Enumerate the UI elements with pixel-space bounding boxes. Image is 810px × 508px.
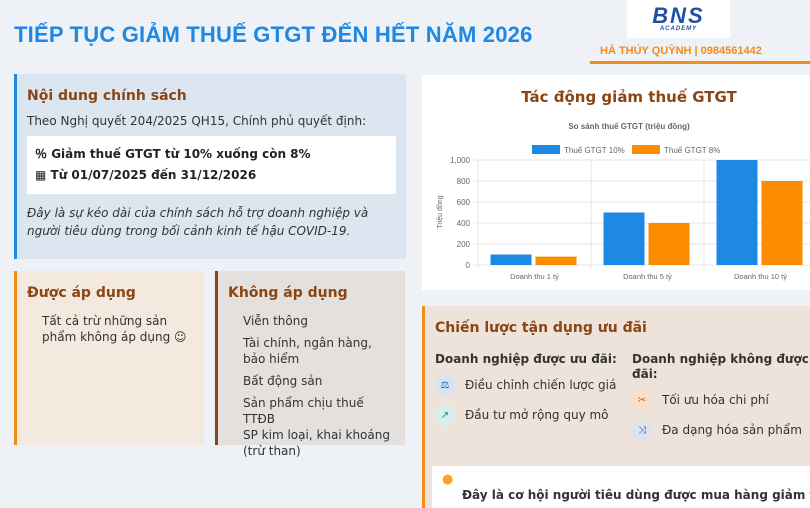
page-title: TIẾP TỤC GIẢM THUẾ GTGT ĐẾN HẾT NĂM 2026 <box>14 22 533 47</box>
bar <box>490 254 532 265</box>
author-info: HÀ THÚY QUỲNH | 0984561442 <box>600 45 762 57</box>
logo-text: BNS <box>652 3 705 28</box>
percent-icon: ％ <box>35 147 52 161</box>
y-tick-label: 0 <box>466 261 471 270</box>
non-favored-title: Doanh nghiệp không được ưu đãi: <box>632 352 810 381</box>
item-label: Tối ưu hóa chi phí <box>662 393 769 407</box>
chart-title: So sánh thuế GTGT (triệu đồng) <box>568 122 690 131</box>
list-item: Tài chính, ngân hàng, bảo hiểm <box>243 336 372 366</box>
list-item: Viễn thông <box>243 314 308 328</box>
favored-column: Doanh nghiệp được ưu đãi: ⚖ Điều chỉnh ch… <box>435 352 630 435</box>
chart-section-heading: Tác động giảm thuế GTGT <box>521 88 737 106</box>
y-tick-label: 800 <box>457 177 471 186</box>
chart-line-icon: ↗ <box>435 405 455 425</box>
policy-point: Từ 01/07/2025 đến 31/12/2026 <box>50 168 257 182</box>
x-tick-label: Doanh thu 10 tỷ <box>734 272 787 281</box>
favored-title: Doanh nghiệp được ưu đãi: <box>435 352 617 366</box>
legend-swatch <box>632 145 660 154</box>
bar <box>761 181 803 265</box>
item-label: Đa dạng hóa sản phẩm <box>662 423 802 437</box>
policy-point: Giảm thuế GTGT từ 10% xuống còn 8% <box>51 147 311 161</box>
balance-scale-icon: ⚖ <box>435 375 455 395</box>
legend-label: Thuế GTGT 10% <box>564 146 625 155</box>
policy-highlights: ％ Giảm thuế GTGT từ 10% xuống còn 8% ▦ T… <box>27 136 396 194</box>
item-label: Đầu tư mở rộng quy mô <box>465 408 609 422</box>
legend-label: Thuế GTGT 8% <box>664 146 720 155</box>
policy-intro: Theo Nghị quyết 204/2025 QH15, Chính phủ… <box>27 114 367 128</box>
y-tick-label: 1,000 <box>450 156 471 165</box>
x-tick-label: Doanh thu 5 tỷ <box>623 272 672 281</box>
x-tick-label: Doanh thu 1 tỷ <box>510 272 559 281</box>
logo: BNS ACADEMY <box>627 0 730 38</box>
y-tick-label: 200 <box>457 240 471 249</box>
applicable-heading: Được áp dụng <box>27 285 136 301</box>
strategy-heading: Chiến lược tận dụng ưu đãi <box>435 320 647 336</box>
not-applicable-heading: Không áp dụng <box>228 285 348 301</box>
lightbulb-icon: ● <box>442 472 454 487</box>
non-favored-column: Doanh nghiệp không được ưu đãi: ✂ Tối ưu … <box>632 352 810 450</box>
tip-text: Đây là cơ hội người tiêu dùng được mua h… <box>462 488 810 502</box>
calendar-icon: ▦ <box>35 168 51 182</box>
strategy-panel: Chiến lược tận dụng ưu đãi Doanh nghiệp … <box>422 306 810 508</box>
y-tick-label: 600 <box>457 198 471 207</box>
policy-heading: Nội dung chính sách <box>27 88 187 104</box>
bar-chart: So sánh thuế GTGT (triệu đồng) Thuế GTGT … <box>435 122 810 281</box>
shuffle-icon: ⤨ <box>632 420 652 440</box>
tip-box: ● Đây là cơ hội người tiêu dùng được mua… <box>432 466 810 508</box>
bar <box>535 256 577 265</box>
not-applicable-card: Không áp dụng Viễn thông Tài chính, ngân… <box>215 271 405 458</box>
list-item: ⤨ Đa dạng hóa sản phẩm <box>632 420 810 440</box>
policy-note: Đây là sự kéo dài của chính sách hỗ trợ … <box>27 206 369 238</box>
y-axis-label: Triệu đồng <box>435 195 444 228</box>
list-item: ↗ Đầu tư mở rộng quy mô <box>435 405 630 425</box>
bar <box>648 223 690 265</box>
list-item: Sản phẩm chịu thuế TTĐB <box>243 396 364 426</box>
y-tick-label: 400 <box>457 219 471 228</box>
scissors-icon: ✂ <box>632 390 652 410</box>
list-item: Tất cả trừ những sản phẩm không áp dụng … <box>42 314 187 344</box>
list-item: ✂ Tối ưu hóa chi phí <box>632 390 810 410</box>
item-label: Điều chỉnh chiến lược giá <box>465 378 617 392</box>
header-divider <box>590 61 810 64</box>
bar <box>716 160 758 265</box>
list-item: ⚖ Điều chỉnh chiến lược giá <box>435 375 630 395</box>
legend-swatch <box>532 145 560 154</box>
list-item: SP kim loại, khai khoáng (trừ than) <box>243 428 390 458</box>
list-item: Bất động sản <box>243 374 323 388</box>
applicable-card: Được áp dụng Tất cả trừ những sản phẩm k… <box>14 271 204 445</box>
chart-card: Tác động giảm thuế GTGT So sánh thuế GTG… <box>422 75 810 290</box>
policy-panel: Nội dung chính sách Theo Nghị quyết 204/… <box>14 74 406 259</box>
logo-subtext: ACADEMY <box>659 26 698 32</box>
bar <box>603 212 645 265</box>
